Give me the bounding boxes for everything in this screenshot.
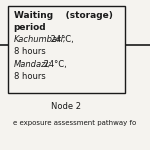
Text: 24°C,: 24°C, bbox=[41, 60, 67, 69]
Text: Mandazi;: Mandazi; bbox=[14, 60, 51, 69]
Text: 24°C,: 24°C, bbox=[48, 35, 74, 44]
Text: Waiting    (storage): Waiting (storage) bbox=[14, 11, 112, 20]
Text: Node 2: Node 2 bbox=[51, 102, 81, 111]
FancyBboxPatch shape bbox=[8, 6, 124, 93]
Text: 8 hours: 8 hours bbox=[14, 72, 45, 81]
Text: 8 hours: 8 hours bbox=[14, 47, 45, 56]
Text: Kachumbari;: Kachumbari; bbox=[14, 35, 66, 44]
Text: e exposure assessment pathway fo: e exposure assessment pathway fo bbox=[13, 120, 137, 126]
Text: period: period bbox=[14, 23, 46, 32]
